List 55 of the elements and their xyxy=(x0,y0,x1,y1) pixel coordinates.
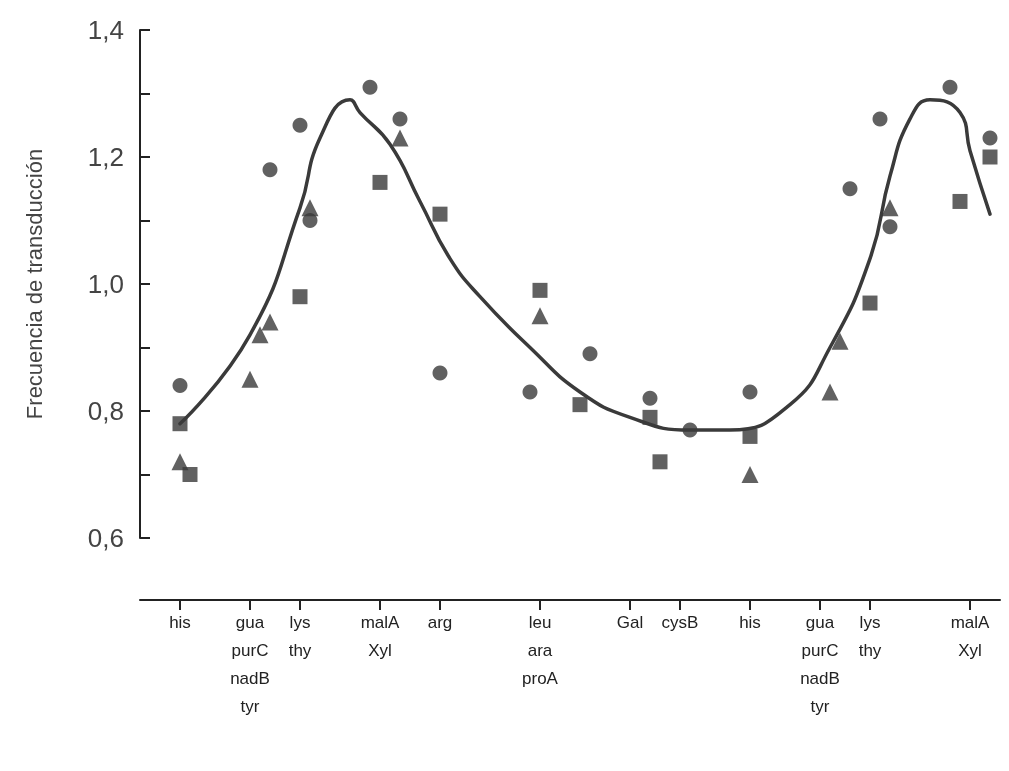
point xyxy=(742,384,758,400)
y-tick-label: 1,2 xyxy=(87,142,124,172)
point xyxy=(652,454,668,470)
point xyxy=(952,193,968,209)
x-tick-label: gua purC nadB tyr xyxy=(800,612,840,716)
point xyxy=(532,282,548,298)
x-tick-label: gua purC nadB tyr xyxy=(230,612,270,716)
point xyxy=(572,397,588,413)
point xyxy=(262,162,278,178)
point xyxy=(882,219,898,235)
x-tick-label: Gal xyxy=(616,612,644,632)
point xyxy=(172,378,188,394)
point xyxy=(531,307,549,325)
point xyxy=(872,111,888,127)
point xyxy=(982,149,998,165)
point xyxy=(831,332,849,350)
y-tick-label: 1,4 xyxy=(87,15,124,45)
x-tick-label: his xyxy=(739,612,761,632)
y-axis-title: Frecuencia de transducción xyxy=(21,148,47,420)
point xyxy=(862,295,878,311)
x-tick-label: arg xyxy=(427,612,453,632)
x-tick-label: malA Xyl xyxy=(360,612,401,660)
point xyxy=(241,370,259,388)
point xyxy=(261,313,279,331)
point xyxy=(982,130,998,146)
point xyxy=(432,365,448,381)
point xyxy=(821,383,839,401)
point xyxy=(391,129,409,147)
point xyxy=(251,326,269,344)
point xyxy=(881,199,899,217)
point xyxy=(642,390,658,406)
point xyxy=(942,79,958,95)
point xyxy=(292,289,308,305)
point xyxy=(301,199,319,217)
y-tick-label: 0,6 xyxy=(87,523,124,553)
point xyxy=(392,111,408,127)
x-tick-label: cysB xyxy=(661,612,699,632)
point xyxy=(741,466,759,483)
point xyxy=(362,79,378,95)
point xyxy=(742,428,758,444)
x-tick-label: malA Xyl xyxy=(950,612,991,660)
point xyxy=(372,174,388,190)
point xyxy=(292,117,308,133)
x-tick-label: lys thy xyxy=(858,612,882,660)
point xyxy=(182,467,198,482)
x-tick-label: lys thy xyxy=(288,612,312,660)
point xyxy=(171,453,189,471)
point xyxy=(582,346,598,362)
x-tick-label: leu ara proA xyxy=(522,612,559,688)
x-tick-label: his xyxy=(169,612,191,632)
point xyxy=(432,206,448,222)
y-tick-label: 1,0 xyxy=(87,269,124,299)
point xyxy=(842,181,858,197)
point xyxy=(522,384,538,400)
y-tick-label: 0,8 xyxy=(87,396,124,426)
